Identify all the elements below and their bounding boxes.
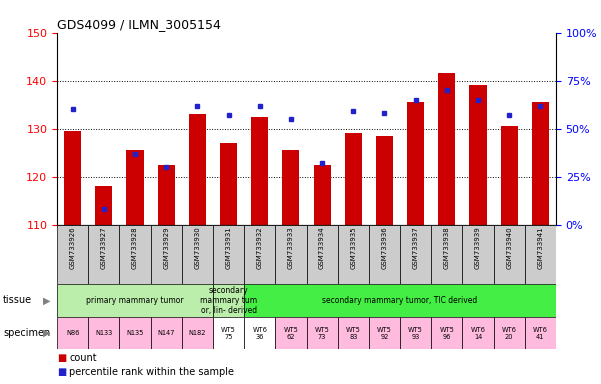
Bar [126,150,144,225]
Bar [182,225,213,284]
Text: WT5
62: WT5 62 [284,327,298,339]
Bar [120,225,151,284]
Text: GSM733939: GSM733939 [475,227,481,269]
Bar [251,117,268,225]
Text: ■: ■ [57,353,66,363]
Text: N182: N182 [189,330,206,336]
Text: WT5
92: WT5 92 [377,327,392,339]
Text: N135: N135 [126,330,144,336]
Bar [157,165,175,225]
Bar [462,225,493,284]
Bar [275,225,307,284]
Bar [275,317,307,349]
Bar [525,317,556,349]
Text: GSM733930: GSM733930 [194,227,200,269]
Bar [376,136,393,225]
Bar [57,284,213,317]
Bar [151,225,182,284]
Bar [493,317,525,349]
Text: WT6
14: WT6 14 [471,327,486,339]
Bar [307,225,338,284]
Text: N86: N86 [66,330,79,336]
Bar [182,317,213,349]
Bar [532,102,549,225]
Text: GSM733928: GSM733928 [132,227,138,269]
Bar [338,317,369,349]
Bar [501,126,517,225]
Bar [88,317,120,349]
Bar [189,114,206,225]
Bar [493,225,525,284]
Bar [213,284,244,317]
Bar [369,225,400,284]
Bar [407,102,424,225]
Bar [244,317,275,349]
Text: N147: N147 [157,330,175,336]
Text: GSM733934: GSM733934 [319,227,325,269]
Bar [57,317,88,349]
Bar [220,143,237,225]
Bar [57,225,88,284]
Bar [469,85,487,225]
Text: WT6
41: WT6 41 [533,327,548,339]
Text: WT6
20: WT6 20 [502,327,517,339]
Text: GDS4099 / ILMN_3005154: GDS4099 / ILMN_3005154 [57,18,221,31]
Text: GSM733941: GSM733941 [537,227,543,269]
Bar [282,150,299,225]
Text: specimen: specimen [3,328,50,338]
Bar [151,317,182,349]
Bar [120,317,151,349]
Bar [244,225,275,284]
Text: GSM733940: GSM733940 [506,227,512,269]
Bar [96,186,112,225]
Text: WT5
73: WT5 73 [315,327,329,339]
Bar [338,225,369,284]
Bar [462,317,493,349]
Bar [369,317,400,349]
Text: GSM733927: GSM733927 [101,227,107,269]
Bar [438,73,456,225]
Bar [525,225,556,284]
Bar [244,284,556,317]
Text: WT5
96: WT5 96 [439,327,454,339]
Bar [64,131,81,225]
Text: ■: ■ [57,367,66,377]
Bar [432,225,462,284]
Text: WT5
93: WT5 93 [408,327,423,339]
Text: GSM733933: GSM733933 [288,227,294,269]
Text: WT5
83: WT5 83 [346,327,361,339]
Bar [432,317,462,349]
Bar [400,225,432,284]
Text: N133: N133 [95,330,112,336]
Text: GSM733938: GSM733938 [444,227,450,269]
Text: secondary mammary tumor, TIC derived: secondary mammary tumor, TIC derived [322,296,478,305]
Text: ▶: ▶ [43,328,50,338]
Text: GSM733936: GSM733936 [382,227,388,269]
Text: WT5
75: WT5 75 [221,327,236,339]
Text: ▶: ▶ [43,295,50,306]
Text: GSM733937: GSM733937 [413,227,419,269]
Text: GSM733931: GSM733931 [225,227,231,269]
Bar [345,133,362,225]
Text: WT6
36: WT6 36 [252,327,267,339]
Text: primary mammary tumor: primary mammary tumor [86,296,184,305]
Text: GSM733926: GSM733926 [70,227,76,269]
Bar [213,225,244,284]
Bar [88,225,120,284]
Text: secondary
mammary tum
or, lin- derived: secondary mammary tum or, lin- derived [200,286,257,315]
Text: GSM733932: GSM733932 [257,227,263,269]
Text: percentile rank within the sample: percentile rank within the sample [69,367,234,377]
Text: tissue: tissue [3,295,32,306]
Text: GSM733935: GSM733935 [350,227,356,269]
Bar [307,317,338,349]
Bar [314,165,331,225]
Bar [400,317,432,349]
Text: GSM733929: GSM733929 [163,227,169,269]
Bar [213,317,244,349]
Text: count: count [69,353,97,363]
